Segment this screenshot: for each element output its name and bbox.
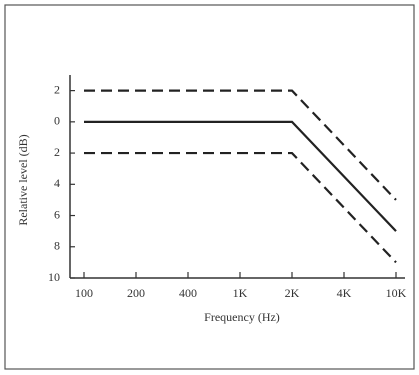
x-tick-label: 2K: [285, 286, 300, 300]
frame: [4, 4, 415, 370]
y-axis-label: Relative level (dB): [16, 134, 30, 225]
y-tick-label: 0: [54, 114, 60, 128]
y-tick-label: 2: [54, 82, 60, 96]
y-tick-label: 8: [54, 239, 60, 253]
series-line: [84, 89, 397, 201]
series-line: [84, 120, 397, 232]
x-tick-label: 4K: [337, 286, 352, 300]
y-tick-label: 6: [54, 207, 60, 221]
x-tick-label: 400: [179, 286, 197, 300]
y-tick-label: 2: [54, 145, 60, 159]
x-tick-label: 10K: [386, 286, 407, 300]
series-line: [84, 151, 397, 264]
x-axis-label: Frequency (Hz): [204, 310, 280, 324]
x-tick-label: 100: [75, 286, 93, 300]
x-tick-label: 1K: [233, 286, 248, 300]
y-tick-label: 4: [54, 176, 60, 190]
y-tick-label: 10: [48, 270, 60, 284]
x-tick-label: 200: [127, 286, 145, 300]
